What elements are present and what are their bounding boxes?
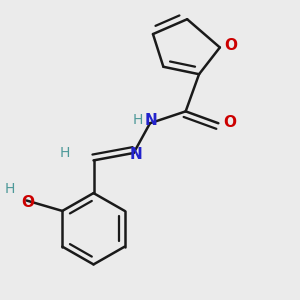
Text: N: N [130, 147, 142, 162]
Text: O: O [22, 194, 34, 209]
Text: H: H [132, 113, 143, 127]
Text: H: H [5, 182, 16, 196]
Text: O: O [223, 115, 236, 130]
Text: H: H [60, 146, 70, 160]
Text: N: N [145, 113, 158, 128]
Text: O: O [225, 38, 238, 53]
